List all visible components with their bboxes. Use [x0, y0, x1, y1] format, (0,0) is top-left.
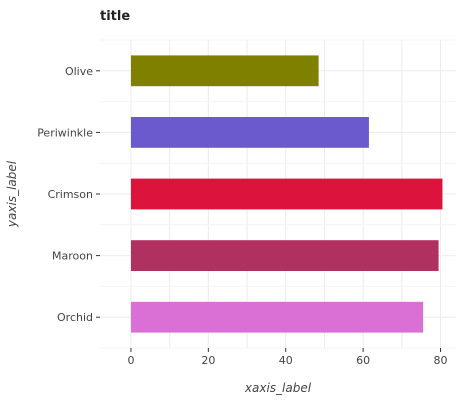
x-tick-label: 60	[356, 354, 370, 367]
x-tick-label: 0	[127, 354, 134, 367]
bar-maroon	[130, 240, 439, 271]
x-tick-label: 80	[434, 354, 448, 367]
bar-olive	[130, 55, 319, 87]
x-axis-title: xaxis_label	[244, 381, 312, 395]
x-tick-label: 40	[279, 354, 293, 367]
bars	[130, 55, 443, 333]
y-tick-label: Periwinkle	[37, 126, 93, 139]
y-axis-title: yaxis_label	[5, 160, 19, 228]
chart-title: title	[100, 9, 130, 24]
y-tick-label: Olive	[65, 65, 93, 78]
bar-orchid	[130, 301, 424, 333]
bar-crimson	[130, 178, 443, 210]
ticks: Orchid Maroon Crimson Periwinkle Olive 0 20 40 6…	[37, 65, 447, 367]
x-tick-label: 20	[201, 354, 215, 367]
bar-periwinkle	[130, 117, 369, 148]
y-tick-label: Maroon	[52, 250, 93, 263]
y-tick-label: Crimson	[48, 188, 93, 201]
y-tick-label: Orchid	[57, 311, 93, 324]
